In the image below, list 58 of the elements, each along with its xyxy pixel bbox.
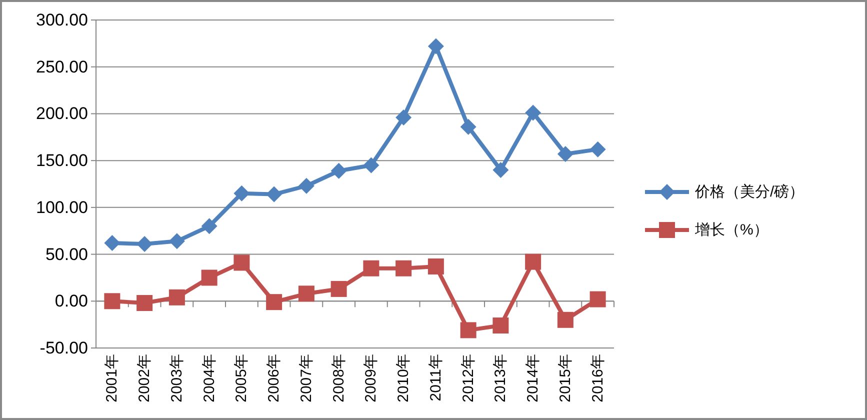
x-tick-label: 2011年 <box>427 354 444 402</box>
y-tick-label: 250.00 <box>36 57 88 76</box>
point <box>460 118 476 135</box>
point <box>104 235 120 252</box>
y-tick-label: 300.00 <box>36 10 88 30</box>
x-tick-label: 2001年 <box>104 354 121 402</box>
point <box>234 185 250 202</box>
point <box>168 233 185 250</box>
y-tick-label: -50.00 <box>40 338 88 358</box>
point <box>590 291 606 308</box>
x-tick-label: 2009年 <box>362 354 380 402</box>
point <box>330 162 347 179</box>
point <box>266 186 282 202</box>
point <box>492 162 509 178</box>
x-tick-label: 2016年 <box>589 354 606 402</box>
point <box>201 270 218 286</box>
point <box>428 38 444 54</box>
y-tick-label: 150.00 <box>36 151 88 170</box>
legend-label: 增长（%） <box>694 222 768 238</box>
point <box>396 109 412 126</box>
x-tick-label: 2002年 <box>136 354 154 402</box>
point <box>590 141 606 158</box>
point <box>363 260 380 276</box>
point <box>525 104 542 121</box>
point <box>330 280 347 297</box>
x-tick-label: 2006年 <box>266 354 283 402</box>
x-tick-label: 2007年 <box>298 354 315 402</box>
point <box>201 218 218 234</box>
x-tick-label: 2013年 <box>492 354 510 402</box>
y-tick-label: 50.00 <box>45 244 88 264</box>
x-tick-label: 2015年 <box>556 354 574 402</box>
point <box>428 258 444 274</box>
point <box>136 236 153 252</box>
x-tick-label: 2010年 <box>395 354 412 402</box>
point <box>136 295 153 312</box>
x-tick-label: 2008年 <box>330 354 348 402</box>
point <box>460 322 476 338</box>
point <box>298 178 314 194</box>
point <box>557 312 574 328</box>
point <box>168 289 185 306</box>
x-tick-label: 2003年 <box>168 354 186 402</box>
legend-label: 价格（美分/磅） <box>694 184 804 200</box>
point <box>363 157 380 174</box>
x-tick-label: 2014年 <box>524 354 542 402</box>
y-tick-label: 0.00 <box>54 292 88 311</box>
point <box>396 260 412 276</box>
point <box>234 254 250 271</box>
point <box>525 254 542 270</box>
point <box>492 318 509 334</box>
y-tick-label: 200.00 <box>36 104 88 124</box>
y-tick-label: 100.00 <box>36 198 88 217</box>
point <box>557 146 574 162</box>
point <box>104 293 120 310</box>
point <box>298 286 314 302</box>
x-tick-label: 2012年 <box>460 354 477 402</box>
x-tick-label: 2004年 <box>200 354 218 402</box>
x-tick-label: 2005年 <box>233 354 250 402</box>
point <box>266 294 282 310</box>
